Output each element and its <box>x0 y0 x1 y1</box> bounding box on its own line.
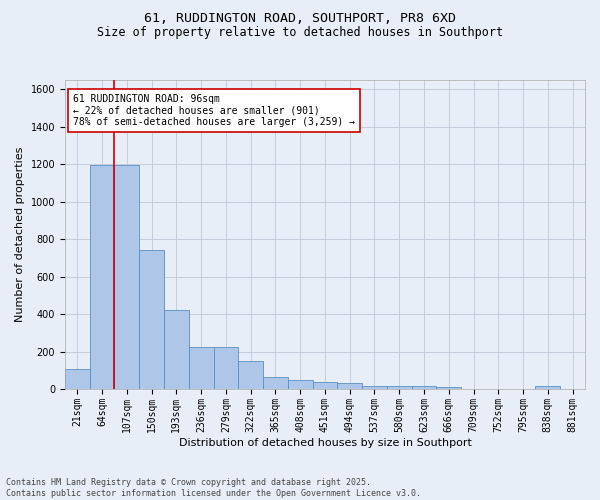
Bar <box>412 386 436 389</box>
Text: Size of property relative to detached houses in Southport: Size of property relative to detached ho… <box>97 26 503 39</box>
Bar <box>362 386 387 389</box>
Bar <box>238 361 263 389</box>
Y-axis label: Number of detached properties: Number of detached properties <box>15 147 25 322</box>
Text: 61, RUDDINGTON ROAD, SOUTHPORT, PR8 6XD: 61, RUDDINGTON ROAD, SOUTHPORT, PR8 6XD <box>144 12 456 26</box>
Bar <box>189 347 214 389</box>
Bar <box>288 380 313 389</box>
Text: 61 RUDDINGTON ROAD: 96sqm
← 22% of detached houses are smaller (901)
78% of semi: 61 RUDDINGTON ROAD: 96sqm ← 22% of detac… <box>73 94 355 127</box>
Bar <box>89 165 115 389</box>
Bar <box>139 250 164 389</box>
Bar <box>263 377 288 389</box>
Bar <box>337 384 362 389</box>
Bar <box>214 347 238 389</box>
Bar <box>65 370 89 389</box>
Bar <box>436 387 461 389</box>
Bar <box>535 386 560 389</box>
Bar <box>387 386 412 389</box>
Bar <box>164 310 189 389</box>
Text: Contains HM Land Registry data © Crown copyright and database right 2025.
Contai: Contains HM Land Registry data © Crown c… <box>6 478 421 498</box>
Bar <box>313 382 337 389</box>
X-axis label: Distribution of detached houses by size in Southport: Distribution of detached houses by size … <box>179 438 472 448</box>
Bar <box>115 165 139 389</box>
